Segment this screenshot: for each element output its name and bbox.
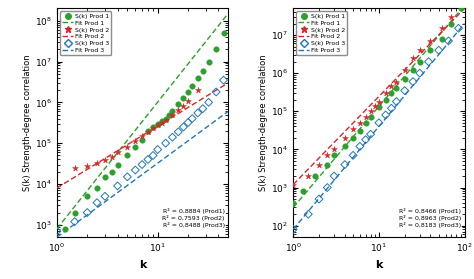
Point: [330, 153, 338, 158]
Point: [108, 155, 116, 160]
Point: [311, 174, 319, 178]
Point: [138, 138, 146, 142]
Point: [349, 136, 357, 140]
Point: [165, 112, 173, 117]
Point: [83, 163, 91, 168]
Point: [149, 153, 157, 158]
Point: [341, 162, 348, 167]
Point: [290, 227, 297, 232]
Point: [180, 104, 187, 109]
Point: [71, 219, 78, 224]
Point: [382, 91, 390, 95]
Point: [392, 86, 400, 91]
Point: [290, 182, 297, 187]
Point: [324, 185, 331, 190]
Point: [194, 111, 201, 115]
Point: [220, 78, 228, 82]
Point: [158, 119, 165, 123]
Point: [114, 184, 121, 188]
Legend: S(k) Prod 1, Fit Prod 1, S(k) Prod 2, Fit Prod 2, S(k) Prod 3, Fit Prod 3: S(k) Prod 1, Fit Prod 1, S(k) Prod 2, Fi…: [296, 11, 347, 55]
Point: [427, 39, 434, 43]
Point: [184, 120, 192, 125]
Point: [356, 121, 364, 125]
Point: [71, 210, 78, 215]
Point: [438, 37, 446, 41]
Point: [199, 68, 207, 73]
Point: [445, 39, 452, 43]
Point: [371, 104, 379, 108]
Point: [220, 31, 228, 35]
Point: [169, 109, 176, 114]
Point: [169, 112, 176, 117]
Point: [375, 99, 383, 104]
Point: [367, 132, 374, 136]
Point: [184, 90, 192, 94]
Point: [71, 165, 78, 170]
Point: [174, 129, 182, 134]
Point: [341, 136, 348, 140]
Point: [356, 129, 364, 133]
Point: [158, 120, 165, 125]
Point: [101, 158, 109, 163]
Point: [388, 91, 395, 95]
X-axis label: k: k: [375, 260, 383, 270]
Point: [388, 106, 395, 110]
Point: [93, 200, 101, 205]
Point: [341, 144, 348, 149]
Point: [330, 174, 338, 178]
Point: [180, 125, 187, 129]
Point: [144, 129, 152, 133]
Point: [367, 115, 374, 119]
Point: [124, 153, 131, 158]
Point: [362, 121, 369, 125]
Point: [401, 88, 409, 93]
X-axis label: k: k: [139, 260, 146, 270]
Point: [132, 145, 139, 149]
Point: [114, 162, 121, 167]
Point: [212, 47, 220, 51]
Y-axis label: S(k) Strength-degree correlation: S(k) Strength-degree correlation: [23, 54, 32, 191]
Point: [382, 98, 390, 102]
Point: [388, 84, 395, 89]
Point: [162, 117, 170, 122]
Point: [330, 147, 338, 152]
Point: [169, 135, 176, 140]
Point: [362, 138, 369, 142]
Point: [144, 129, 152, 134]
Point: [457, 6, 465, 11]
Point: [101, 175, 109, 179]
Point: [425, 59, 432, 64]
Point: [401, 77, 409, 81]
Point: [362, 115, 369, 119]
Point: [304, 174, 312, 178]
Point: [324, 162, 331, 167]
Text: R² = 0,8884 (Prod1)
R² = 0,7593 (Prod2)
R² = 0,8488 (Prod3): R² = 0,8884 (Prod1) R² = 0,7593 (Prod2) …: [163, 208, 225, 228]
Point: [447, 21, 455, 26]
Point: [53, 229, 61, 234]
Point: [375, 105, 383, 109]
Point: [61, 227, 69, 231]
Point: [149, 125, 157, 129]
Point: [356, 144, 364, 149]
Point: [154, 123, 162, 127]
Point: [93, 161, 101, 166]
Point: [382, 113, 390, 117]
Point: [162, 141, 170, 145]
Point: [324, 153, 331, 158]
Point: [409, 80, 417, 84]
Point: [174, 108, 182, 112]
Point: [194, 88, 201, 92]
Point: [144, 157, 152, 162]
Point: [392, 99, 400, 104]
Point: [349, 153, 357, 158]
Point: [180, 95, 187, 100]
Point: [435, 48, 443, 52]
Point: [212, 90, 220, 94]
Point: [184, 98, 192, 103]
Point: [154, 147, 162, 152]
Point: [447, 15, 455, 19]
Point: [149, 126, 157, 131]
Text: R² = 0,8466 (Prod1)
R² = 0,8963 (Prod2)
R² = 0,8183 (Prod3): R² = 0,8466 (Prod1) R² = 0,8963 (Prod2) …: [399, 208, 461, 228]
Point: [83, 194, 91, 199]
Point: [416, 71, 424, 75]
